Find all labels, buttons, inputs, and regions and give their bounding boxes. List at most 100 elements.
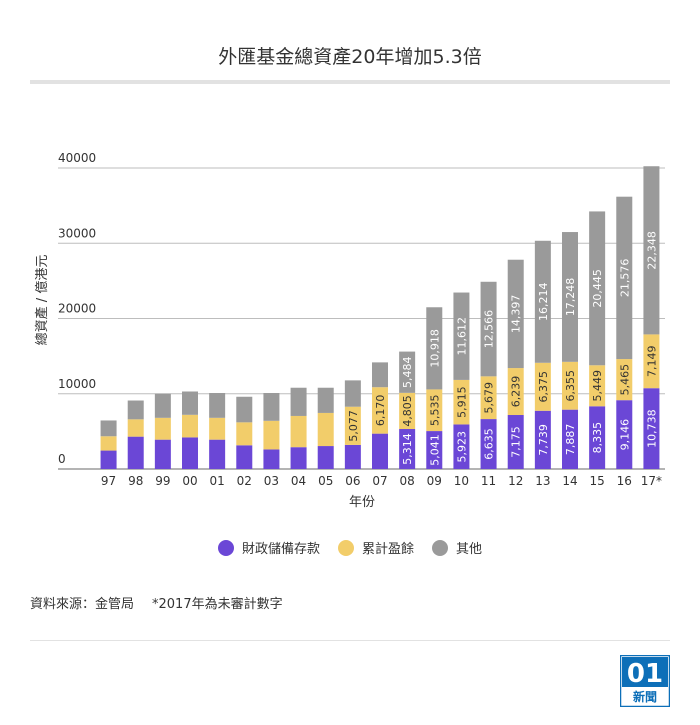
bar-segment-other[interactable] [236,396,253,423]
bar-segment-reserve[interactable] [209,439,226,469]
data-label: 4,805 [401,395,414,427]
bar-segment-surplus[interactable] [263,420,280,450]
data-label: 7,149 [645,346,658,378]
data-label: 8,335 [591,422,604,454]
x-tick-label: 05 [318,474,333,488]
bar-segment-surplus[interactable] [426,389,443,432]
data-label: 6,239 [510,376,523,408]
x-tick-label: 07 [372,474,387,488]
y-tick-label: 0 [58,452,66,466]
legend-swatch-surplus [337,539,354,556]
y-tick-label: 30000 [58,226,96,240]
bar-segment-surplus[interactable] [507,368,524,416]
x-tick-label: 11 [481,474,496,488]
legend-label-surplus: 累計盈餘 [361,542,414,557]
bar-segment-other[interactable] [372,362,388,388]
bar-segment-surplus[interactable] [236,422,253,446]
y-axis-title: 總資產 / 億港元 [34,255,50,346]
bar-segment-other[interactable] [154,393,171,418]
bar-segment-surplus[interactable] [182,414,198,438]
data-label: 10,738 [645,409,658,448]
bar-segment-surplus[interactable] [372,387,388,434]
x-tick-label: 12 [508,474,523,488]
bar-segment-reserve[interactable] [426,431,443,469]
bar-segment-surplus[interactable] [209,417,226,440]
bar-segment-reserve[interactable] [263,449,280,469]
x-tick-label: 16 [617,474,632,488]
bar-segment-other[interactable] [182,391,198,415]
bar-segment-reserve[interactable] [290,447,307,469]
bar-segment-reserve[interactable] [589,406,606,469]
bar-segment-other[interactable] [344,380,361,407]
bar-segment-surplus[interactable] [154,417,171,440]
bar-segment-surplus[interactable] [480,376,497,420]
bar-segment-other[interactable] [589,211,606,366]
bar-segment-surplus[interactable] [562,361,578,410]
bar-segment-reserve[interactable] [643,388,660,469]
bar-segment-reserve[interactable] [317,446,334,469]
bar-segment-reserve[interactable] [236,445,253,469]
bar-segment-surplus[interactable] [127,419,144,437]
bar-segment-surplus[interactable] [589,365,606,407]
x-tick-label: 01 [210,474,225,488]
bar-segment-surplus[interactable] [290,415,307,448]
bar-segment-other[interactable] [507,259,524,369]
bar-segment-other[interactable] [426,307,443,390]
bar-segment-reserve[interactable] [453,424,470,469]
bar-segment-surplus[interactable] [643,334,660,389]
bar-segment-surplus[interactable] [616,359,633,401]
data-label: 5,535 [428,394,441,426]
data-label: 5,449 [591,370,604,402]
bar-segment-other[interactable] [209,392,226,418]
bar-segment-other[interactable] [290,387,307,416]
bar-segment-reserve[interactable] [534,410,551,469]
bar-segment-surplus[interactable] [317,412,334,447]
bar-segment-other[interactable] [616,196,633,360]
bottom-divider [30,640,670,641]
data-label: 5,484 [401,356,414,388]
bar-segment-other[interactable] [534,240,551,363]
bar-segment-other[interactable] [127,400,144,420]
bar-segment-reserve[interactable] [507,415,524,469]
bar-segment-surplus[interactable] [100,436,117,451]
data-label: 7,739 [537,424,550,456]
bar-segment-reserve[interactable] [480,419,497,469]
footnote-text: *2017年為未審計數字 [152,597,283,612]
data-label: 6,355 [564,370,577,402]
bar-segment-other[interactable] [100,420,117,437]
bar-segment-reserve[interactable] [372,433,388,469]
legend-item-reserve[interactable]: 財政儲備存款 [217,538,320,557]
bar-segment-surplus[interactable] [399,392,416,430]
data-label: 12,566 [483,310,496,349]
legend-item-other[interactable]: 其他 [432,538,482,557]
y-tick-label: 10000 [58,377,96,391]
bar-segment-other[interactable] [263,392,280,421]
bar-segment-other[interactable] [643,166,660,335]
bar-segment-other[interactable] [562,232,578,362]
hk01-logo: 01 [620,655,670,707]
bar-segment-other[interactable] [317,387,334,413]
bar-segment-surplus[interactable] [534,362,551,411]
bar-segment-other[interactable] [453,292,470,380]
bar-segment-reserve[interactable] [399,429,416,469]
bar-segment-reserve[interactable] [562,409,578,469]
legend-item-surplus[interactable]: 累計盈餘 [337,538,414,557]
chart-title: 外匯基金總資產20年增加5.3倍 [218,46,482,68]
y-tick-label: 20000 [58,302,96,316]
bar-segment-reserve[interactable] [127,436,144,469]
data-label: 5,041 [428,434,441,466]
bar-segment-surplus[interactable] [344,406,361,445]
bar-segment-other[interactable] [480,281,497,377]
bar-segment-other[interactable] [399,351,416,393]
bar-segment-reserve[interactable] [100,450,117,469]
bar-segment-reserve[interactable] [182,437,198,469]
bar-segment-reserve[interactable] [344,444,361,469]
y-tick-label: 40000 [58,151,96,165]
source-text: 資料來源：金管局 [30,597,135,612]
x-tick-label: 97 [101,474,116,488]
bar-segment-reserve[interactable] [154,439,171,469]
data-label: 6,170 [374,395,387,427]
bar-segment-reserve[interactable] [616,400,633,469]
legend: 財政儲備存款 累計盈餘 其他 [0,538,700,557]
bar-segment-surplus[interactable] [453,379,470,425]
